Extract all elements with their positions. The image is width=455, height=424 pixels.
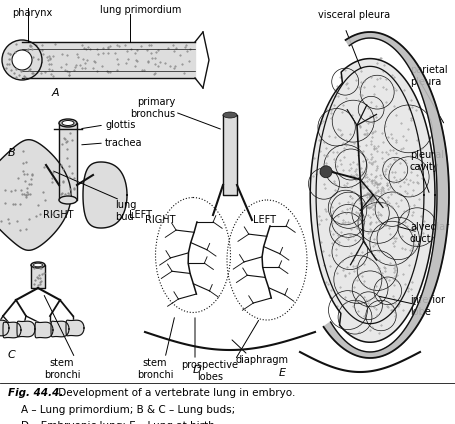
Polygon shape [59, 123, 77, 200]
Text: pleural
cavity: pleural cavity [410, 150, 444, 172]
Ellipse shape [59, 119, 77, 127]
Text: RIGHT: RIGHT [43, 210, 73, 220]
Text: stem
bronchi: stem bronchi [137, 358, 173, 379]
Text: parietal
pleura: parietal pleura [410, 65, 448, 86]
Text: alveolar
duct: alveolar duct [410, 222, 449, 244]
Ellipse shape [59, 196, 77, 204]
Text: lung primordium: lung primordium [100, 5, 182, 15]
Polygon shape [324, 32, 449, 358]
Text: Development of a vertebrate lung in embryo.: Development of a vertebrate lung in embr… [55, 388, 295, 398]
Text: C: C [8, 350, 16, 360]
Text: LEFT: LEFT [253, 215, 277, 225]
Polygon shape [0, 320, 9, 336]
Ellipse shape [34, 263, 42, 267]
Ellipse shape [31, 262, 45, 268]
Text: trachea: trachea [105, 138, 142, 148]
Text: B: B [8, 148, 15, 158]
Polygon shape [31, 265, 45, 288]
Circle shape [320, 166, 332, 178]
Ellipse shape [62, 120, 74, 126]
Polygon shape [223, 115, 237, 195]
Text: pharynx: pharynx [12, 8, 52, 18]
Text: inferior
lobe: inferior lobe [410, 295, 445, 317]
Text: RIGHT: RIGHT [145, 215, 175, 225]
Text: glottis: glottis [105, 120, 136, 130]
Text: Fig. 44.4.: Fig. 44.4. [8, 388, 63, 398]
Text: A: A [51, 88, 59, 98]
Text: stem
bronchi: stem bronchi [44, 358, 80, 379]
Ellipse shape [223, 112, 237, 118]
Circle shape [2, 40, 42, 80]
Text: visceral pleura: visceral pleura [318, 10, 390, 20]
Polygon shape [83, 162, 127, 228]
Polygon shape [17, 321, 35, 337]
Text: A – Lung primordium; B & C – Lung buds;: A – Lung primordium; B & C – Lung buds; [8, 405, 235, 415]
Text: E: E [278, 368, 285, 378]
Text: LEFT: LEFT [128, 210, 152, 220]
Text: lung
bud: lung bud [115, 200, 136, 222]
Polygon shape [3, 322, 21, 338]
Text: D: D [192, 365, 201, 375]
Text: diaphragm: diaphragm [236, 355, 288, 365]
Polygon shape [35, 322, 53, 338]
Text: D – Embryonic lung; E – Lung at birth.: D – Embryonic lung; E – Lung at birth. [8, 421, 218, 424]
Polygon shape [51, 321, 69, 337]
Polygon shape [66, 320, 84, 336]
Text: prospective
lobes: prospective lobes [182, 360, 238, 382]
Text: primary
bronchus: primary bronchus [130, 97, 175, 119]
Polygon shape [0, 139, 71, 250]
Polygon shape [310, 59, 435, 342]
Circle shape [12, 50, 32, 70]
Polygon shape [22, 42, 195, 78]
